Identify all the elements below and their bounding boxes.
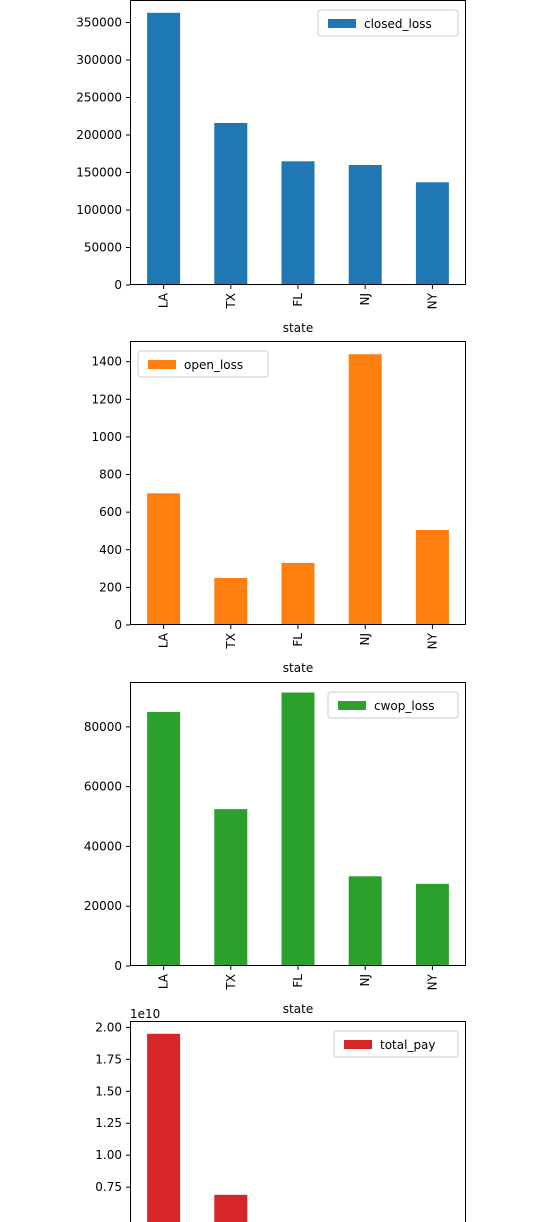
y-tick-label: 1.50 [95,1084,122,1098]
legend-swatch [338,701,366,710]
x-tick-label-ny: NY [425,973,439,990]
y-tick-label: 1.25 [95,1116,122,1130]
legend-swatch [344,1040,372,1049]
y-tick-label: 1400 [91,355,122,369]
x-tick-label-la: LA [157,292,171,308]
axes-frame [130,682,466,966]
x-tick-label-fl: FL [291,633,305,647]
bar-tx [214,809,248,966]
y-tick-label: 200000 [76,128,122,142]
y-tick-label: 60000 [84,780,122,794]
bar-fl [281,161,315,286]
x-tick-label-nj: NJ [358,974,372,987]
y-tick-label: 200 [99,580,122,594]
bar-tx [214,123,248,285]
bar-la [147,12,181,286]
bar-fl [281,562,315,625]
x-tick-label-la: LA [157,632,171,648]
x-tick-label-ny: NY [425,292,439,309]
y-tick-label: 1.75 [95,1052,122,1066]
axes-frame [130,1021,466,1222]
legend-box [137,350,269,378]
x-axis-label: state [283,1002,313,1016]
y-tick-label: 20000 [84,899,122,913]
legend-label: closed_loss [364,17,432,31]
x-tick-label-nj: NJ [358,633,372,646]
y-tick-label: 250000 [76,91,122,105]
legend-box [333,1030,459,1058]
y-tick-label: 2.00 [95,1020,122,1034]
x-axis-label: state [283,661,313,675]
y-tick-label: 100000 [76,203,122,217]
bar-tx [214,578,248,625]
legend-label: total_pay [380,1038,436,1052]
chart-panel-1: 0 50000 100000 150000 200000 250000 300000 3500… [76,0,466,335]
y-tick-label: 0.75 [95,1180,122,1194]
bar-nj [348,165,382,285]
y-tick-label: 300000 [76,53,122,67]
y-tick-label: 150000 [76,166,122,180]
y-tick-label: 0 [114,618,122,632]
legend: closed_loss [317,9,459,37]
y-tick-label: 800 [99,468,122,482]
legend-label: open_loss [184,358,243,372]
x-tick-label-tx: TX [224,633,238,650]
y-tick-label: 40000 [84,839,122,853]
chart-panel-3: 0 20000 40000 60000 80000 LA TX FL NJ NY state cwop… [84,682,466,1016]
legend-swatch [328,19,356,28]
x-axis-label: state [283,321,313,335]
y-tick-label: 80000 [84,720,122,734]
y-tick-label: 50000 [84,241,122,255]
y-axis-offset-label: 1e10 [130,1007,160,1021]
y-tick-label: 0 [114,278,122,292]
y-tick-label: 1000 [91,430,122,444]
y-tick-label: 0 [114,959,122,973]
legend: total_pay [333,1030,459,1058]
y-tick-label: 1.00 [95,1148,122,1162]
legend-label: cwop_loss [374,699,435,713]
y-tick-label: 400 [99,543,122,557]
bar-ny [415,883,449,966]
bar-fl [281,692,315,966]
bar-ny [415,530,449,625]
x-tick-label-la: LA [157,973,171,989]
legend-box [327,691,459,719]
legend-box [317,9,459,37]
y-tick-label: 1200 [91,392,122,406]
axes-frame [130,341,466,625]
legend: cwop_loss [327,691,459,719]
chart-panel-2: 0 200 400 600 800 1000 1200 1400 LA TX FL NJ NY state… [91,341,466,675]
chart-panel-4: 0.75 1.00 1.25 1.50 1.75 2.00 1e10 total_pay [95,1007,466,1222]
x-tick-label-nj: NJ [358,293,372,306]
bar-la [147,493,181,625]
y-tick-label: 350000 [76,16,122,30]
bar-nj [348,876,382,966]
bar-la [147,1033,181,1222]
y-tick-label: 600 [99,505,122,519]
x-tick-label-tx: TX [224,293,238,310]
x-tick-label-tx: TX [224,974,238,991]
legend: open_loss [137,350,269,378]
axes-frame [130,0,466,285]
legend-swatch [148,360,176,369]
bar-tx [214,1194,248,1222]
bar-la [147,711,181,966]
x-tick-label-fl: FL [291,974,305,988]
bar-nj [348,354,382,625]
x-tick-label-ny: NY [425,632,439,649]
bar-ny [415,182,449,286]
x-tick-label-fl: FL [291,293,305,307]
